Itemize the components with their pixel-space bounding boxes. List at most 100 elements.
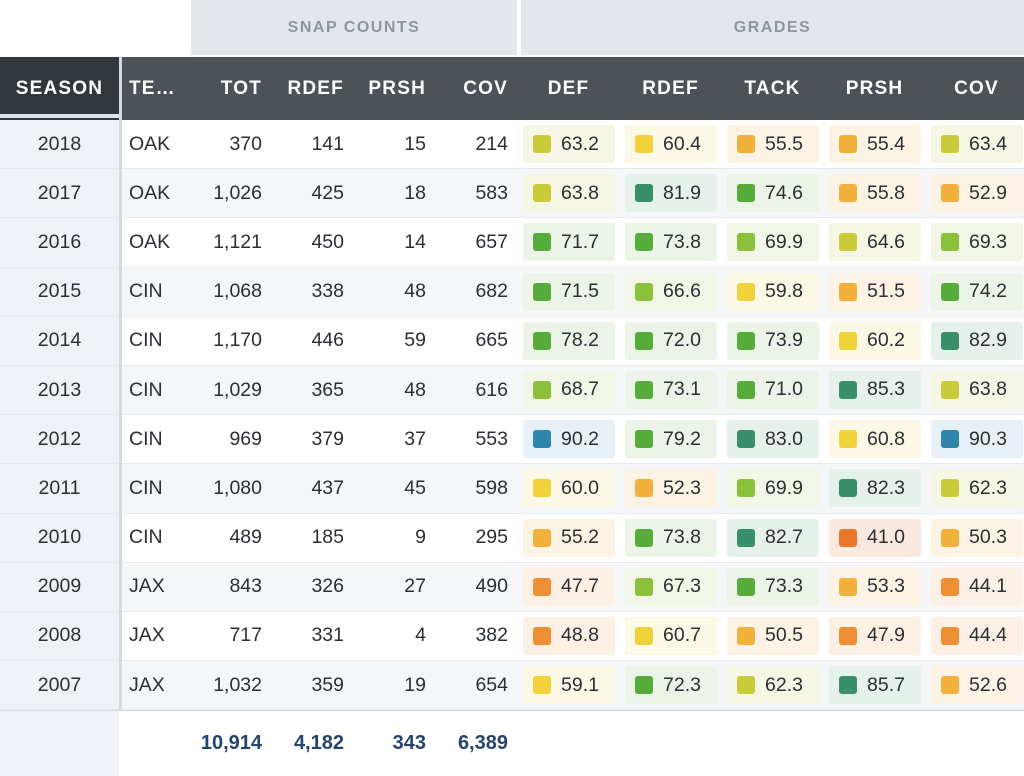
team-cell[interactable]: CIN [129, 378, 163, 401]
team-column-header[interactable]: TE… [129, 77, 176, 99]
grade-value: 78.2 [561, 329, 599, 352]
cov-column-header[interactable]: COV [463, 77, 508, 99]
grade-color-swatch [941, 577, 959, 596]
table-row[interactable]: 2017 OAK 1,026 425 18 583 63.8 81.9 74.6 55.8 52.9 [0, 169, 1024, 219]
team-cell[interactable]: OAK [129, 181, 171, 204]
prsh-grade-cell: 51.5 [829, 272, 921, 311]
table-row[interactable]: 2008 JAX 717 331 4 382 48.8 60.7 50.5 47.9 44.4 [0, 611, 1024, 662]
tack-grade-cell: 74.6 [727, 174, 819, 213]
season-column-header[interactable]: SEASON [0, 57, 119, 120]
table-row[interactable]: 2011 CIN 1,080 437 45 598 60.0 52.3 69.9 82.3 62.3 [0, 464, 1024, 514]
rdef-cell: 338 [311, 280, 344, 303]
prsh-grade-cell: 53.3 [829, 567, 921, 606]
team-cell[interactable]: OAK [129, 230, 171, 253]
grade-value: 79.2 [663, 427, 701, 450]
cov-cell: 654 [475, 673, 508, 696]
grade-color-swatch [737, 676, 755, 695]
grade-color-swatch [839, 380, 857, 399]
def-grade-column-header[interactable]: DEF [547, 77, 590, 99]
table-row[interactable]: 2013 CIN 1,029 365 48 616 68.7 73.1 71.0 85.3 63.8 [0, 365, 1024, 416]
grade-color-swatch [941, 676, 959, 695]
cov-grade-cell: 63.8 [931, 370, 1023, 409]
prsh-cell: 18 [404, 181, 426, 204]
grade-color-swatch [737, 626, 755, 645]
grade-color-swatch [737, 430, 755, 449]
rdef-cell: 379 [311, 427, 344, 450]
column-group-header: SNAP COUNTS GRADES [0, 0, 1024, 57]
totals-row: 10,914 4,182 343 6,389 [0, 710, 1024, 776]
def-grade-cell: 71.5 [523, 272, 615, 311]
snap-counts-group-label: SNAP COUNTS [191, 0, 517, 55]
rdef-cell: 450 [311, 230, 344, 253]
season-cell: 2009 [0, 562, 119, 611]
tack-grade-column-header[interactable]: TACK [744, 77, 801, 99]
grade-color-swatch [533, 331, 551, 350]
team-cell[interactable]: JAX [129, 673, 165, 696]
grade-color-swatch [533, 528, 551, 547]
grade-value: 73.1 [663, 378, 701, 401]
tot-cell: 1,121 [213, 230, 262, 253]
prsh-column-header[interactable]: PRSH [368, 77, 426, 99]
grade-value: 68.7 [561, 378, 599, 401]
tack-grade-cell: 69.9 [727, 469, 819, 508]
grade-value: 73.8 [663, 230, 701, 253]
grade-value: 60.8 [867, 427, 905, 450]
table-row[interactable]: 2010 CIN 489 185 9 295 55.2 73.8 82.7 41.0 50.3 [0, 513, 1024, 563]
rdef-grade-column-header[interactable]: RDEF [642, 77, 699, 99]
season-cell: 2018 [0, 120, 119, 169]
grade-color-swatch [941, 233, 959, 252]
table-row[interactable]: 2016 OAK 1,121 450 14 657 71.7 73.8 69.9 64.6 69.3 [0, 218, 1024, 268]
tack-grade-cell: 62.3 [727, 666, 819, 705]
team-cell[interactable]: OAK [129, 132, 171, 155]
grade-value: 90.2 [561, 427, 599, 450]
total-rdef: 4,182 [293, 732, 344, 754]
table-row[interactable]: 2018 OAK 370 141 15 214 63.2 60.4 55.5 55.4 63.4 [0, 120, 1024, 170]
rdef-grade-cell: 60.7 [625, 616, 717, 655]
grade-value: 82.9 [969, 329, 1007, 352]
grade-color-swatch [941, 135, 959, 153]
prsh-grade-cell: 60.8 [829, 420, 921, 459]
prsh-cell: 27 [404, 575, 426, 598]
cov-cell: 553 [475, 427, 508, 450]
grade-color-swatch [635, 184, 653, 203]
team-cell[interactable]: CIN [129, 476, 163, 499]
prsh-cell: 14 [404, 230, 426, 253]
rdef-cell: 326 [311, 575, 344, 598]
grade-value: 64.6 [867, 230, 905, 253]
rdef-cell: 437 [311, 476, 344, 499]
def-grade-cell: 63.2 [523, 125, 615, 163]
cov-grade-cell: 69.3 [931, 223, 1023, 262]
tack-grade-cell: 82.7 [727, 518, 819, 557]
grade-value: 83.0 [765, 427, 803, 450]
prsh-grade-cell: 47.9 [829, 616, 921, 655]
prsh-grade-column-header[interactable]: PRSH [845, 77, 904, 99]
grades-group-label: GRADES [521, 0, 1024, 55]
table-row[interactable]: 2009 JAX 843 326 27 490 47.7 67.3 73.3 53.3 44.1 [0, 562, 1024, 612]
grade-value: 47.7 [561, 575, 599, 598]
table-body: 2018 OAK 370 141 15 214 63.2 60.4 55.5 55.4 63.4 20… [0, 120, 1024, 711]
season-cell: 2010 [0, 513, 119, 562]
team-cell[interactable]: JAX [129, 624, 165, 647]
grade-color-swatch [941, 184, 959, 203]
prsh-grade-cell: 64.6 [829, 223, 921, 262]
table-row[interactable]: 2012 CIN 969 379 37 553 90.2 79.2 83.0 60.8 90.3 [0, 415, 1024, 465]
team-cell[interactable]: CIN [129, 280, 163, 303]
grade-value: 71.0 [765, 378, 803, 401]
tot-column-header[interactable]: TOT [220, 77, 262, 99]
table-row[interactable]: 2015 CIN 1,068 338 48 682 71.5 66.6 59.8 51.5 74.2 [0, 267, 1024, 317]
grade-value: 63.4 [969, 132, 1007, 155]
team-cell[interactable]: CIN [129, 526, 163, 549]
totals-season-cell [0, 711, 119, 776]
rdef-grade-cell: 66.6 [625, 272, 717, 311]
team-cell[interactable]: CIN [129, 329, 163, 352]
cov-grade-column-header[interactable]: COV [954, 77, 999, 99]
table-row[interactable]: 2007 JAX 1,032 359 19 654 59.1 72.3 62.3 85.7 52.6 [0, 661, 1024, 711]
grade-value: 73.8 [663, 526, 701, 548]
total-tot: 10,914 [200, 732, 262, 754]
rdef-column-header[interactable]: RDEF [287, 77, 344, 99]
table-row[interactable]: 2014 CIN 1,170 446 59 665 78.2 72.0 73.9 60.2 82.9 [0, 316, 1024, 366]
cov-grade-cell: 74.2 [931, 272, 1023, 311]
grade-value: 73.9 [765, 329, 803, 352]
team-cell[interactable]: JAX [129, 575, 165, 598]
team-cell[interactable]: CIN [129, 427, 163, 450]
